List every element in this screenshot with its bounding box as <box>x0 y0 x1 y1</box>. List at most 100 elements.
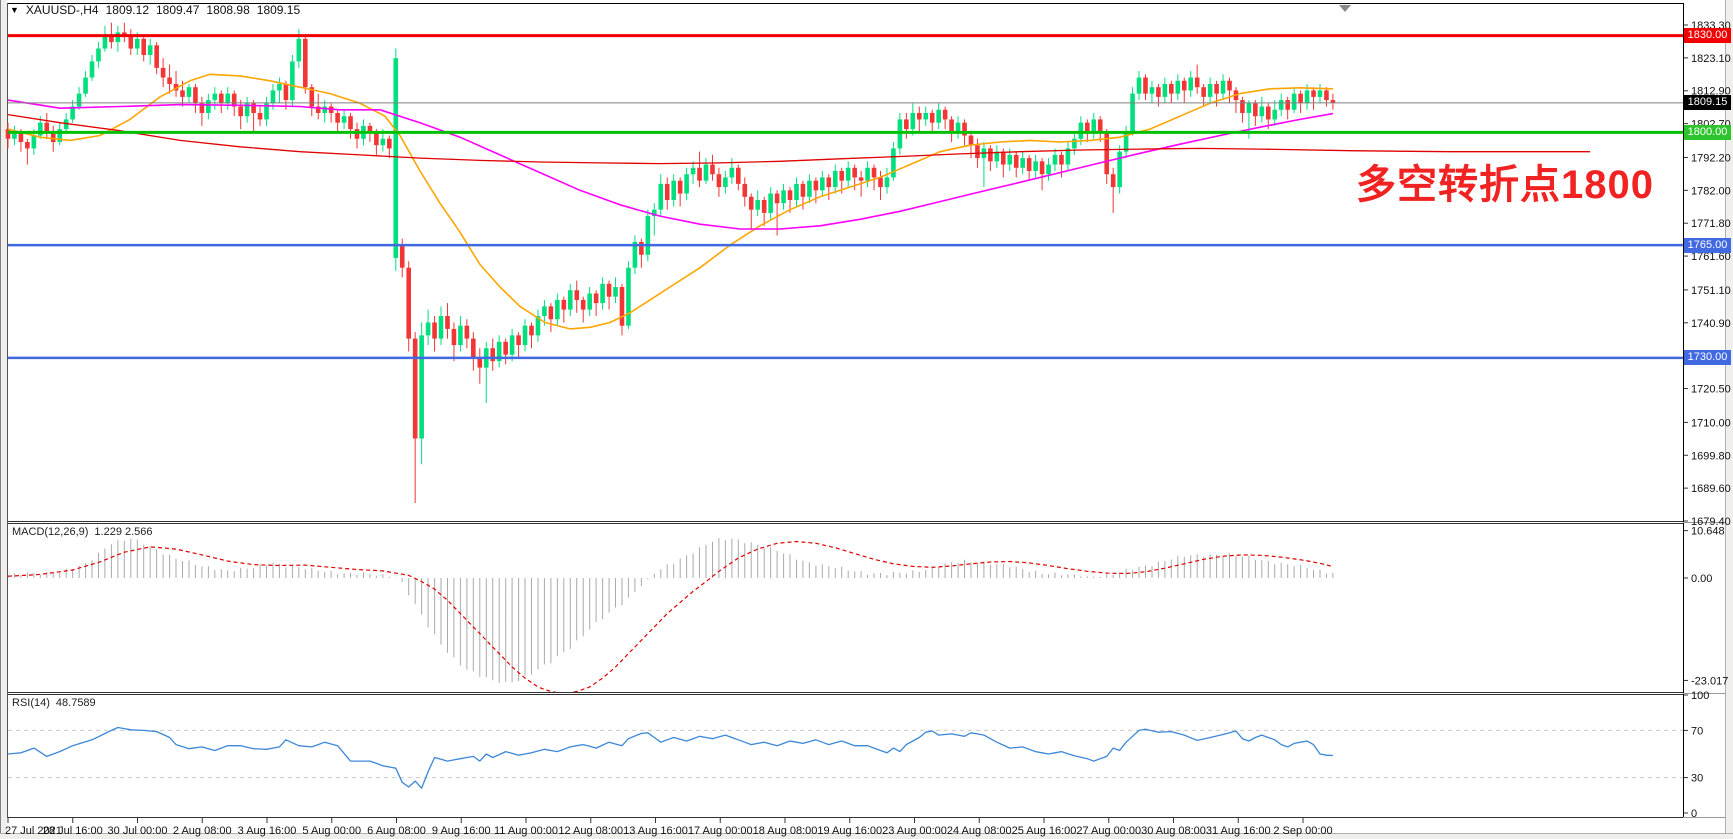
candle-body <box>1291 93 1297 110</box>
candle <box>600 277 605 310</box>
candle <box>703 158 709 184</box>
candle-body <box>1246 103 1252 113</box>
candle-body <box>406 267 412 339</box>
macd-values: 1.229 2.566 <box>94 526 153 538</box>
time-tick-label: 2 Sep 00:00 <box>1273 825 1332 837</box>
candle <box>477 348 483 384</box>
candle <box>83 71 88 97</box>
candle-body <box>884 177 890 188</box>
candle <box>193 83 198 113</box>
candle <box>936 103 941 130</box>
candle-body <box>315 106 321 113</box>
candle-body <box>76 93 82 107</box>
candle-body <box>729 167 735 178</box>
candle-body <box>658 183 664 210</box>
candle <box>322 100 327 123</box>
time-tick-label: 5 Aug 00:00 <box>302 825 361 837</box>
candle-body <box>186 87 192 97</box>
candle-body <box>580 299 586 310</box>
time-tick-label: 19 Aug 16:00 <box>817 825 882 837</box>
candle-body <box>923 112 929 120</box>
price-tick-label: 1751.10 <box>1691 285 1731 297</box>
candle <box>1285 96 1290 120</box>
candle <box>341 109 347 130</box>
candle-body <box>1097 119 1103 133</box>
price-annotation-text: 多空转折点1800 <box>1356 163 1654 207</box>
candle-body <box>451 328 457 346</box>
candle-body <box>419 335 424 439</box>
candle-body <box>878 177 883 188</box>
rsi-name: RSI(14) <box>12 697 50 709</box>
collapse-arrow-icon[interactable]: ▼ <box>10 5 19 15</box>
candle <box>264 96 269 126</box>
time-tick-label: 13 Aug 16:00 <box>623 825 688 837</box>
candle-body <box>380 138 386 146</box>
macd-name: MACD(12,26,9) <box>12 526 89 538</box>
candle <box>1065 141 1071 171</box>
candle-body <box>942 109 948 120</box>
candle-body <box>412 338 418 439</box>
candle <box>57 122 63 146</box>
candle-body <box>1123 132 1129 152</box>
macd-scale-label: 0.00 <box>1691 573 1712 585</box>
candle-body <box>962 122 967 136</box>
candle-body <box>1278 100 1284 110</box>
candle-body <box>574 290 580 300</box>
candle-body <box>606 283 612 297</box>
time-tick-label: 30 Jul 00:00 <box>108 825 168 837</box>
price-tick-label: 1812.90 <box>1691 86 1731 98</box>
candle-body <box>639 241 644 255</box>
candle <box>257 106 263 126</box>
candle-body <box>199 103 205 113</box>
candle-body <box>1072 138 1077 149</box>
time-tick-label: 27 Aug 00:00 <box>1076 825 1141 837</box>
candle <box>736 164 741 191</box>
candle <box>710 154 715 181</box>
candle-body <box>1330 100 1336 103</box>
candle-body <box>1240 100 1245 113</box>
candle-body <box>83 77 88 94</box>
candle <box>929 109 935 133</box>
candle <box>315 93 321 120</box>
candle <box>335 109 340 133</box>
candle-body <box>393 58 399 259</box>
candle <box>832 164 838 194</box>
candle-body <box>1130 93 1135 133</box>
candle-body <box>690 167 696 175</box>
time-tick-label: 2 Aug 08:00 <box>173 825 232 837</box>
candle-body <box>425 322 431 336</box>
candle-body <box>490 348 496 362</box>
candle <box>910 103 916 136</box>
candle <box>845 161 851 188</box>
candle-body <box>632 241 638 268</box>
candle-body <box>283 83 289 101</box>
candle-body <box>755 200 761 210</box>
candle-body <box>684 174 689 194</box>
candle <box>826 174 832 201</box>
candle <box>1149 80 1155 104</box>
candle-body <box>387 138 392 149</box>
candle-body <box>134 38 140 49</box>
candle-body <box>354 129 360 139</box>
price-tick-label: 1720.50 <box>1691 384 1731 396</box>
candle <box>548 303 554 333</box>
candle-body <box>367 125 373 133</box>
candle-body <box>891 148 896 178</box>
candle-body <box>1304 90 1310 104</box>
candle-body <box>1162 83 1168 97</box>
ohlc-low: 1808.98 <box>206 3 250 17</box>
candle-body <box>322 106 327 113</box>
candle <box>283 80 289 110</box>
candle-body <box>1175 80 1181 94</box>
candle-body <box>1169 83 1174 94</box>
candle <box>697 151 702 188</box>
candle-body <box>464 325 470 339</box>
candle-body <box>309 87 315 107</box>
candle-body <box>548 306 554 320</box>
candle <box>244 96 250 123</box>
time-tick-label: 30 Aug 08:00 <box>1141 825 1206 837</box>
candle-body <box>264 103 269 120</box>
candle-body <box>225 93 231 104</box>
candle <box>884 167 890 194</box>
